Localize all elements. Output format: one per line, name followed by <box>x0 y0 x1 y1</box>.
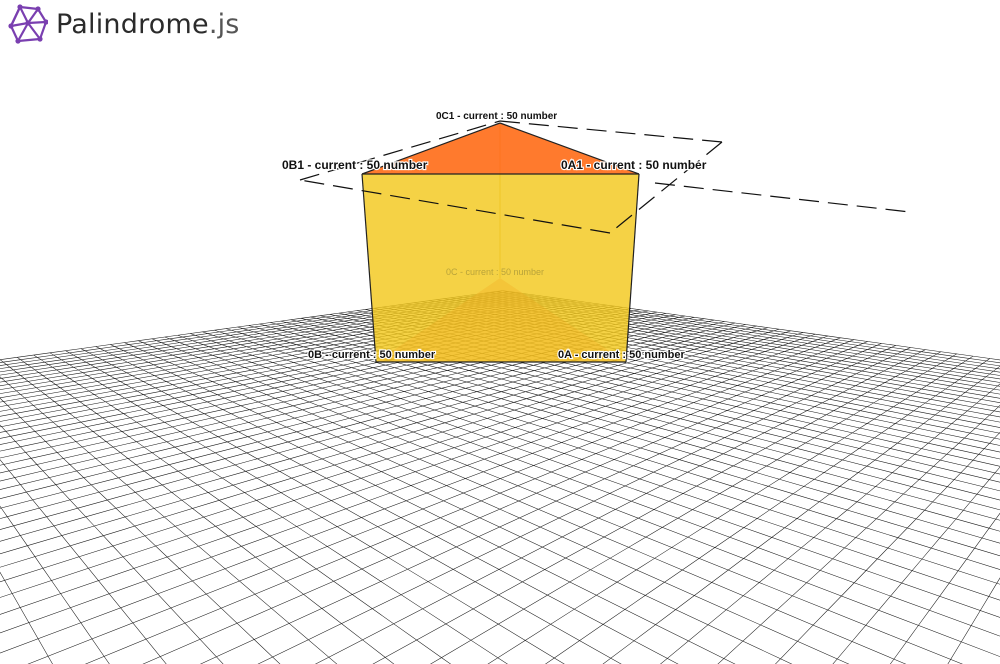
grid-line <box>0 332 804 598</box>
grid-line <box>0 314 676 466</box>
vertex-label-0a1: 0A1 - current : 50 number <box>561 158 707 172</box>
vertex-label-0c1: 0C1 - current : 50 number <box>436 111 557 122</box>
grid-line <box>0 384 1000 664</box>
grid-line <box>775 431 1000 664</box>
grid-line <box>347 311 1000 453</box>
grid-line <box>0 325 757 542</box>
grid-line <box>0 319 715 499</box>
grid-line <box>0 571 53 664</box>
grid-line <box>602 365 1000 664</box>
grid-line <box>315 349 926 664</box>
grid-line <box>164 336 1000 657</box>
grid-line <box>430 353 957 664</box>
grid-line <box>832 466 1000 664</box>
grid-line <box>257 347 911 664</box>
vertex-label-0a: 0A - current : 50 number <box>558 349 685 361</box>
grid-line <box>80 348 679 664</box>
grid-line <box>0 330 792 583</box>
grid-line <box>0 324 746 530</box>
grid-line <box>0 337 841 654</box>
grid-line <box>17 357 452 664</box>
grid-line <box>717 405 1000 664</box>
grid-line <box>248 325 1000 544</box>
grid-line <box>0 397 281 664</box>
grid-line <box>65 350 622 664</box>
prism-edges <box>361 122 640 363</box>
grid-line <box>84 341 868 664</box>
grid-line <box>190 333 1000 618</box>
grid-line <box>372 351 942 664</box>
grid-line <box>890 512 1000 664</box>
grid-line <box>545 358 990 664</box>
brand-title: Palindrome.js <box>56 8 240 40</box>
network-polyhedron-icon <box>8 4 48 44</box>
grid-line <box>27 339 855 664</box>
grid-line <box>33 354 508 664</box>
brand-header: Palindrome.js <box>8 2 240 46</box>
grid-line <box>95 346 736 664</box>
grid-line <box>310 316 1000 483</box>
grid-line <box>270 322 1000 521</box>
grid-line <box>0 311 658 452</box>
grid-line <box>0 381 1000 664</box>
grid-line <box>0 505 110 664</box>
prism-top-face <box>362 123 639 174</box>
grid-line <box>710 389 1000 664</box>
grid-line <box>0 383 1000 664</box>
grid-line <box>0 386 1000 664</box>
vertex-label-0b1: 0B1 - current : 50 number <box>282 158 428 172</box>
grid-line <box>0 335 828 634</box>
grid-line <box>151 338 963 664</box>
grid-line <box>0 378 1000 664</box>
layer-dashed-plane <box>299 120 911 234</box>
grid-line <box>0 424 224 664</box>
grid-line <box>200 345 896 664</box>
grid-line <box>0 321 725 509</box>
vertex-label-0c: 0C - current : 50 number <box>446 267 544 277</box>
grid-line <box>202 331 1000 601</box>
grid-line <box>0 333 816 615</box>
grid-line <box>237 326 1000 557</box>
grid-line <box>0 313 667 459</box>
vertex-label-0b: 0B - current : 50 number <box>308 349 436 361</box>
grid-line <box>214 329 1000 585</box>
prism-front-face <box>362 174 639 362</box>
grid-line <box>0 359 395 664</box>
grid-line <box>0 322 735 519</box>
grid-line <box>0 327 768 555</box>
grid-line <box>177 335 1000 637</box>
grid-line <box>259 323 1000 532</box>
grid-line <box>0 315 685 474</box>
grid-line <box>0 328 780 568</box>
grid-line <box>280 320 1000 511</box>
grid-line <box>226 328 1000 570</box>
grid-line <box>320 315 1000 475</box>
